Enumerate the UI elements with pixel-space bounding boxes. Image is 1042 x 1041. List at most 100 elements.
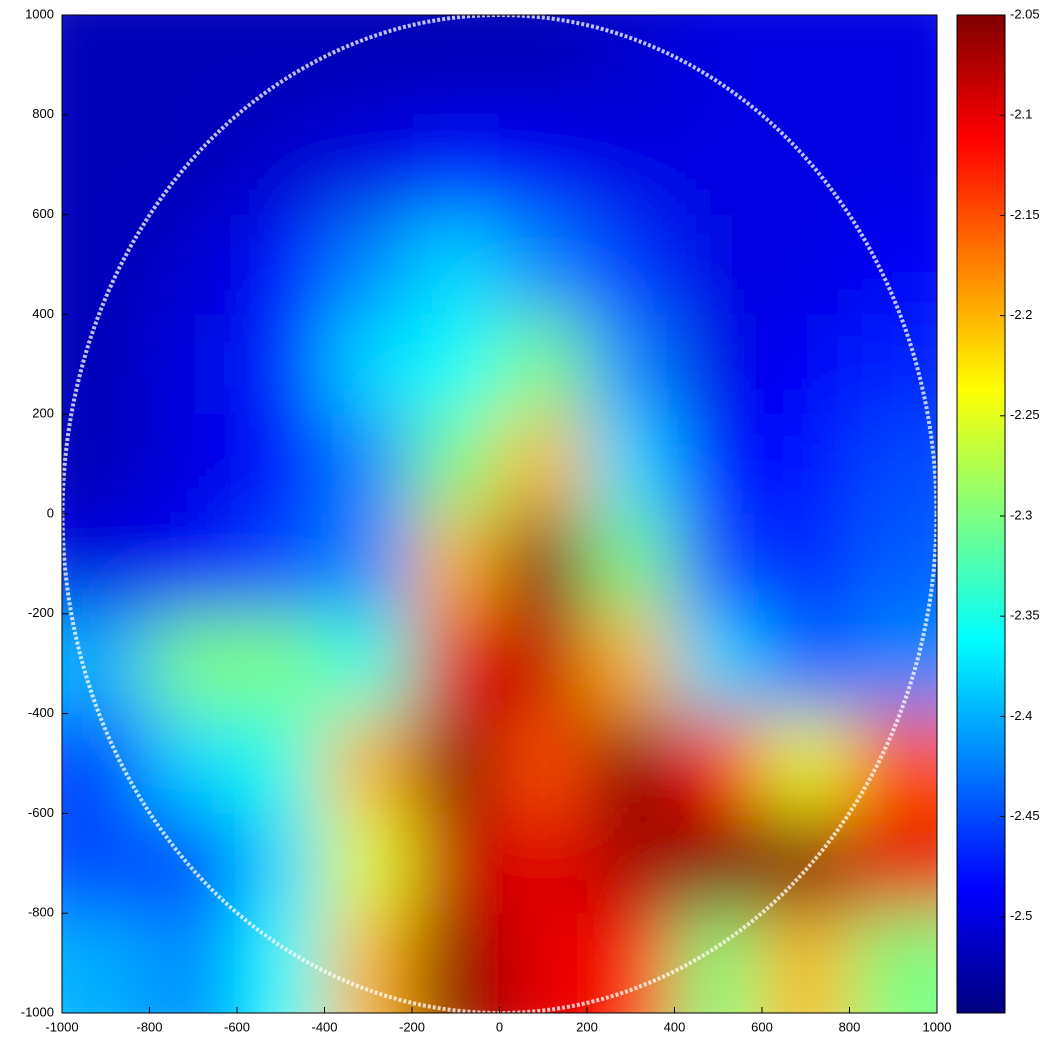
heatmap-cell <box>150 314 239 415</box>
heatmap-cell <box>675 813 764 914</box>
colorbar-tick-label: -2.45 <box>1010 808 1040 823</box>
heatmap-cell <box>587 115 676 216</box>
colorbar-tick-label: -2.35 <box>1010 608 1040 623</box>
heatmap-cell <box>762 514 851 615</box>
x-tick-label: -200 <box>399 1019 425 1034</box>
heatmap-cell <box>500 514 589 615</box>
heatmap-cell <box>2 314 151 415</box>
x-tick-label: 400 <box>664 1019 686 1034</box>
y-tick-label: -1000 <box>21 1004 54 1019</box>
heatmap-cell <box>237 314 326 415</box>
heatmap-cell <box>237 414 326 515</box>
heatmap-cell <box>412 714 501 815</box>
y-tick-label: -600 <box>28 805 54 820</box>
y-tick-label: 600 <box>32 206 54 221</box>
colorbar-tick-label: -2.15 <box>1010 207 1040 222</box>
heatmap-cell <box>675 514 764 615</box>
heatmap-cell <box>587 514 676 615</box>
heatmap-cell <box>412 0 501 116</box>
colorbar-tick-label: -2.4 <box>1010 708 1032 723</box>
heatmap-cell <box>500 913 589 1041</box>
heatmap-cell <box>500 115 589 216</box>
heatmap-cell <box>500 614 589 715</box>
heatmap-cells <box>2 0 998 1041</box>
heatmap-cell <box>675 215 764 316</box>
heatmap-cell <box>412 115 501 216</box>
heatmap-cell <box>2 514 151 615</box>
heatmap-cell <box>587 0 676 116</box>
x-tick-label: -600 <box>224 1019 250 1034</box>
heatmap-cell <box>150 115 239 216</box>
x-tick-label: 1000 <box>923 1019 952 1034</box>
heatmap-cell <box>762 414 851 515</box>
heatmap-cell <box>412 314 501 415</box>
heatmap-cell <box>675 913 764 1041</box>
heatmap-cell <box>237 813 326 914</box>
heatmap-cell <box>675 314 764 415</box>
heatmap-cell <box>150 514 239 615</box>
heatmap-cell <box>412 614 501 715</box>
heatmap-cell <box>500 414 589 515</box>
heatmap-cell <box>2 115 151 216</box>
heatmap-cell <box>237 0 326 116</box>
colorbar-tick-label: -2.1 <box>1010 107 1032 122</box>
heatmap-cell <box>587 215 676 316</box>
heatmap-cell <box>675 115 764 216</box>
heatmap-cell <box>325 614 414 715</box>
heatmap-cell <box>762 115 851 216</box>
heatmap-cell <box>150 414 239 515</box>
heatmap-cell <box>675 614 764 715</box>
heatmap-cell <box>762 0 851 116</box>
heatmap-cell <box>675 0 764 116</box>
heatmap-cell <box>2 414 151 515</box>
x-tick-label: -400 <box>311 1019 337 1034</box>
heatmap-cell <box>587 614 676 715</box>
heatmap-area <box>2 0 998 1041</box>
heatmap-cell <box>325 215 414 316</box>
y-tick-label: -200 <box>28 605 54 620</box>
y-tick-label: 1000 <box>25 6 54 21</box>
heatmap-cell <box>325 414 414 515</box>
heatmap-cell <box>412 215 501 316</box>
colorbar-tick-label: -2.5 <box>1010 908 1032 923</box>
heatmap-cell <box>412 813 501 914</box>
heatmap-cell <box>587 813 676 914</box>
heatmap-cell <box>150 614 239 715</box>
heatmap-cell <box>150 714 239 815</box>
heatmap-cell <box>500 215 589 316</box>
heatmap-cell <box>500 314 589 415</box>
heatmap-cell <box>325 813 414 914</box>
heatmap-cell <box>762 714 851 815</box>
y-tick-label: 800 <box>32 106 54 121</box>
heatmap-cell <box>325 514 414 615</box>
heatmap-cell <box>2 215 151 316</box>
y-tick-label: -400 <box>28 705 54 720</box>
heatmap-cell <box>412 514 501 615</box>
heatmap-cell <box>150 215 239 316</box>
heatmap-cell <box>150 813 239 914</box>
heatmap-cell <box>325 714 414 815</box>
heatmap-cell <box>237 215 326 316</box>
heatmap-cell <box>587 714 676 815</box>
x-tick-label: 600 <box>751 1019 773 1034</box>
heatmap-cell <box>675 714 764 815</box>
heatmap-cell <box>237 614 326 715</box>
chart: -1000-800-600-400-20002004006008001000-1… <box>0 0 1042 1041</box>
heatmap-cell <box>500 813 589 914</box>
page: {"chart_data": { "type": "heatmap", "col… <box>0 0 1042 1041</box>
heatmap-cell <box>325 0 414 116</box>
colorbar-tick-label: -2.2 <box>1010 307 1032 322</box>
heatmap-cell <box>237 514 326 615</box>
heatmap-cell <box>587 414 676 515</box>
heatmap-cell <box>762 314 851 415</box>
heatmap-cell <box>412 414 501 515</box>
y-tick-label: -800 <box>28 905 54 920</box>
heatmap-cell <box>587 314 676 415</box>
heatmap-cell <box>500 714 589 815</box>
y-tick-label: 400 <box>32 306 54 321</box>
heatmap-cell <box>2 714 151 815</box>
heatmap-cell <box>325 314 414 415</box>
heatmap-cell <box>675 414 764 515</box>
heatmap-cell <box>762 913 851 1041</box>
heatmap-cell <box>237 115 326 216</box>
